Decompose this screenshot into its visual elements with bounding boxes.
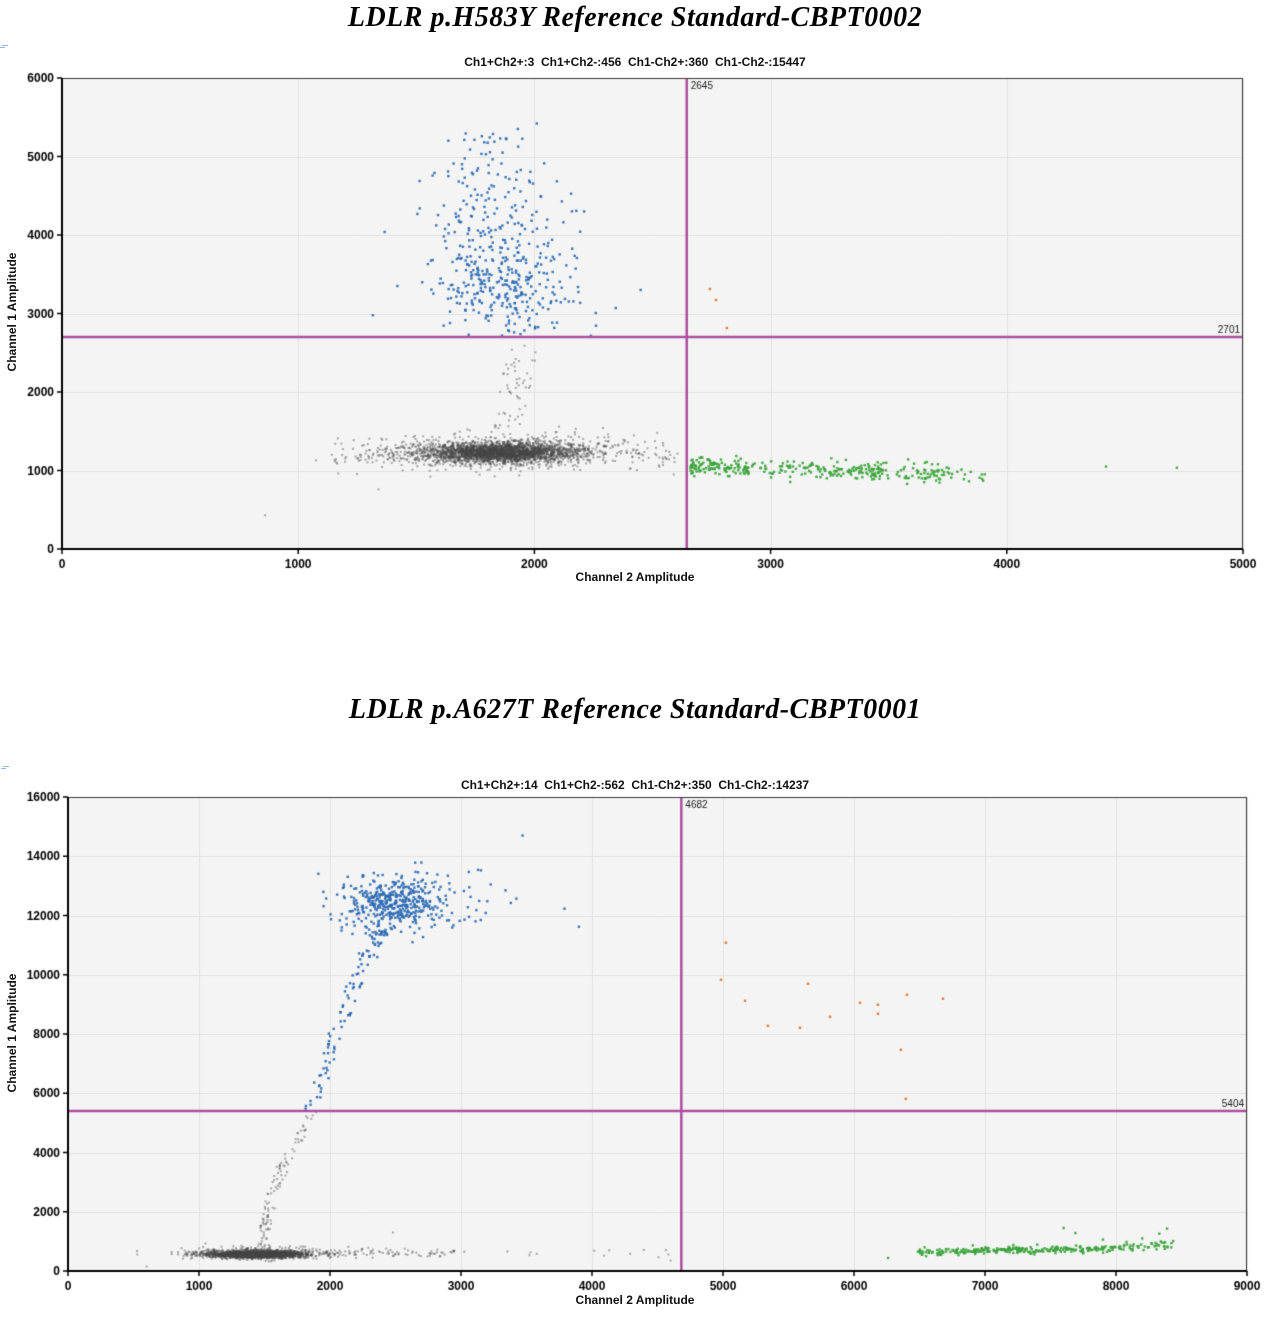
chart1-classification-counts: Ch1+Ch2+:3 Ch1+Ch2-:456 Ch1-Ch2+:360 Ch1… [464,55,806,69]
chart2-classification-counts: Ch1+Ch2+:14 Ch1+Ch2-:562 Ch1-Ch2+:350 Ch… [460,778,810,792]
chart2-title: LDLR p.A627T Reference Standard-CBPT0001 [348,694,922,725]
chart1-scatter-canvas [0,70,1270,582]
chart2-x-axis-title: Channel 2 Amplitude [575,1293,695,1307]
chart1-title: LDLR p.H583Y Reference Standard-CBPT0002 [347,2,923,33]
chart1-x-axis-title: Channel 2 Amplitude [575,570,695,584]
stray-artifact-mark-bottom [1,765,9,770]
chart2-scatter-canvas [0,790,1270,1295]
stray-artifact-mark-top [0,44,8,49]
